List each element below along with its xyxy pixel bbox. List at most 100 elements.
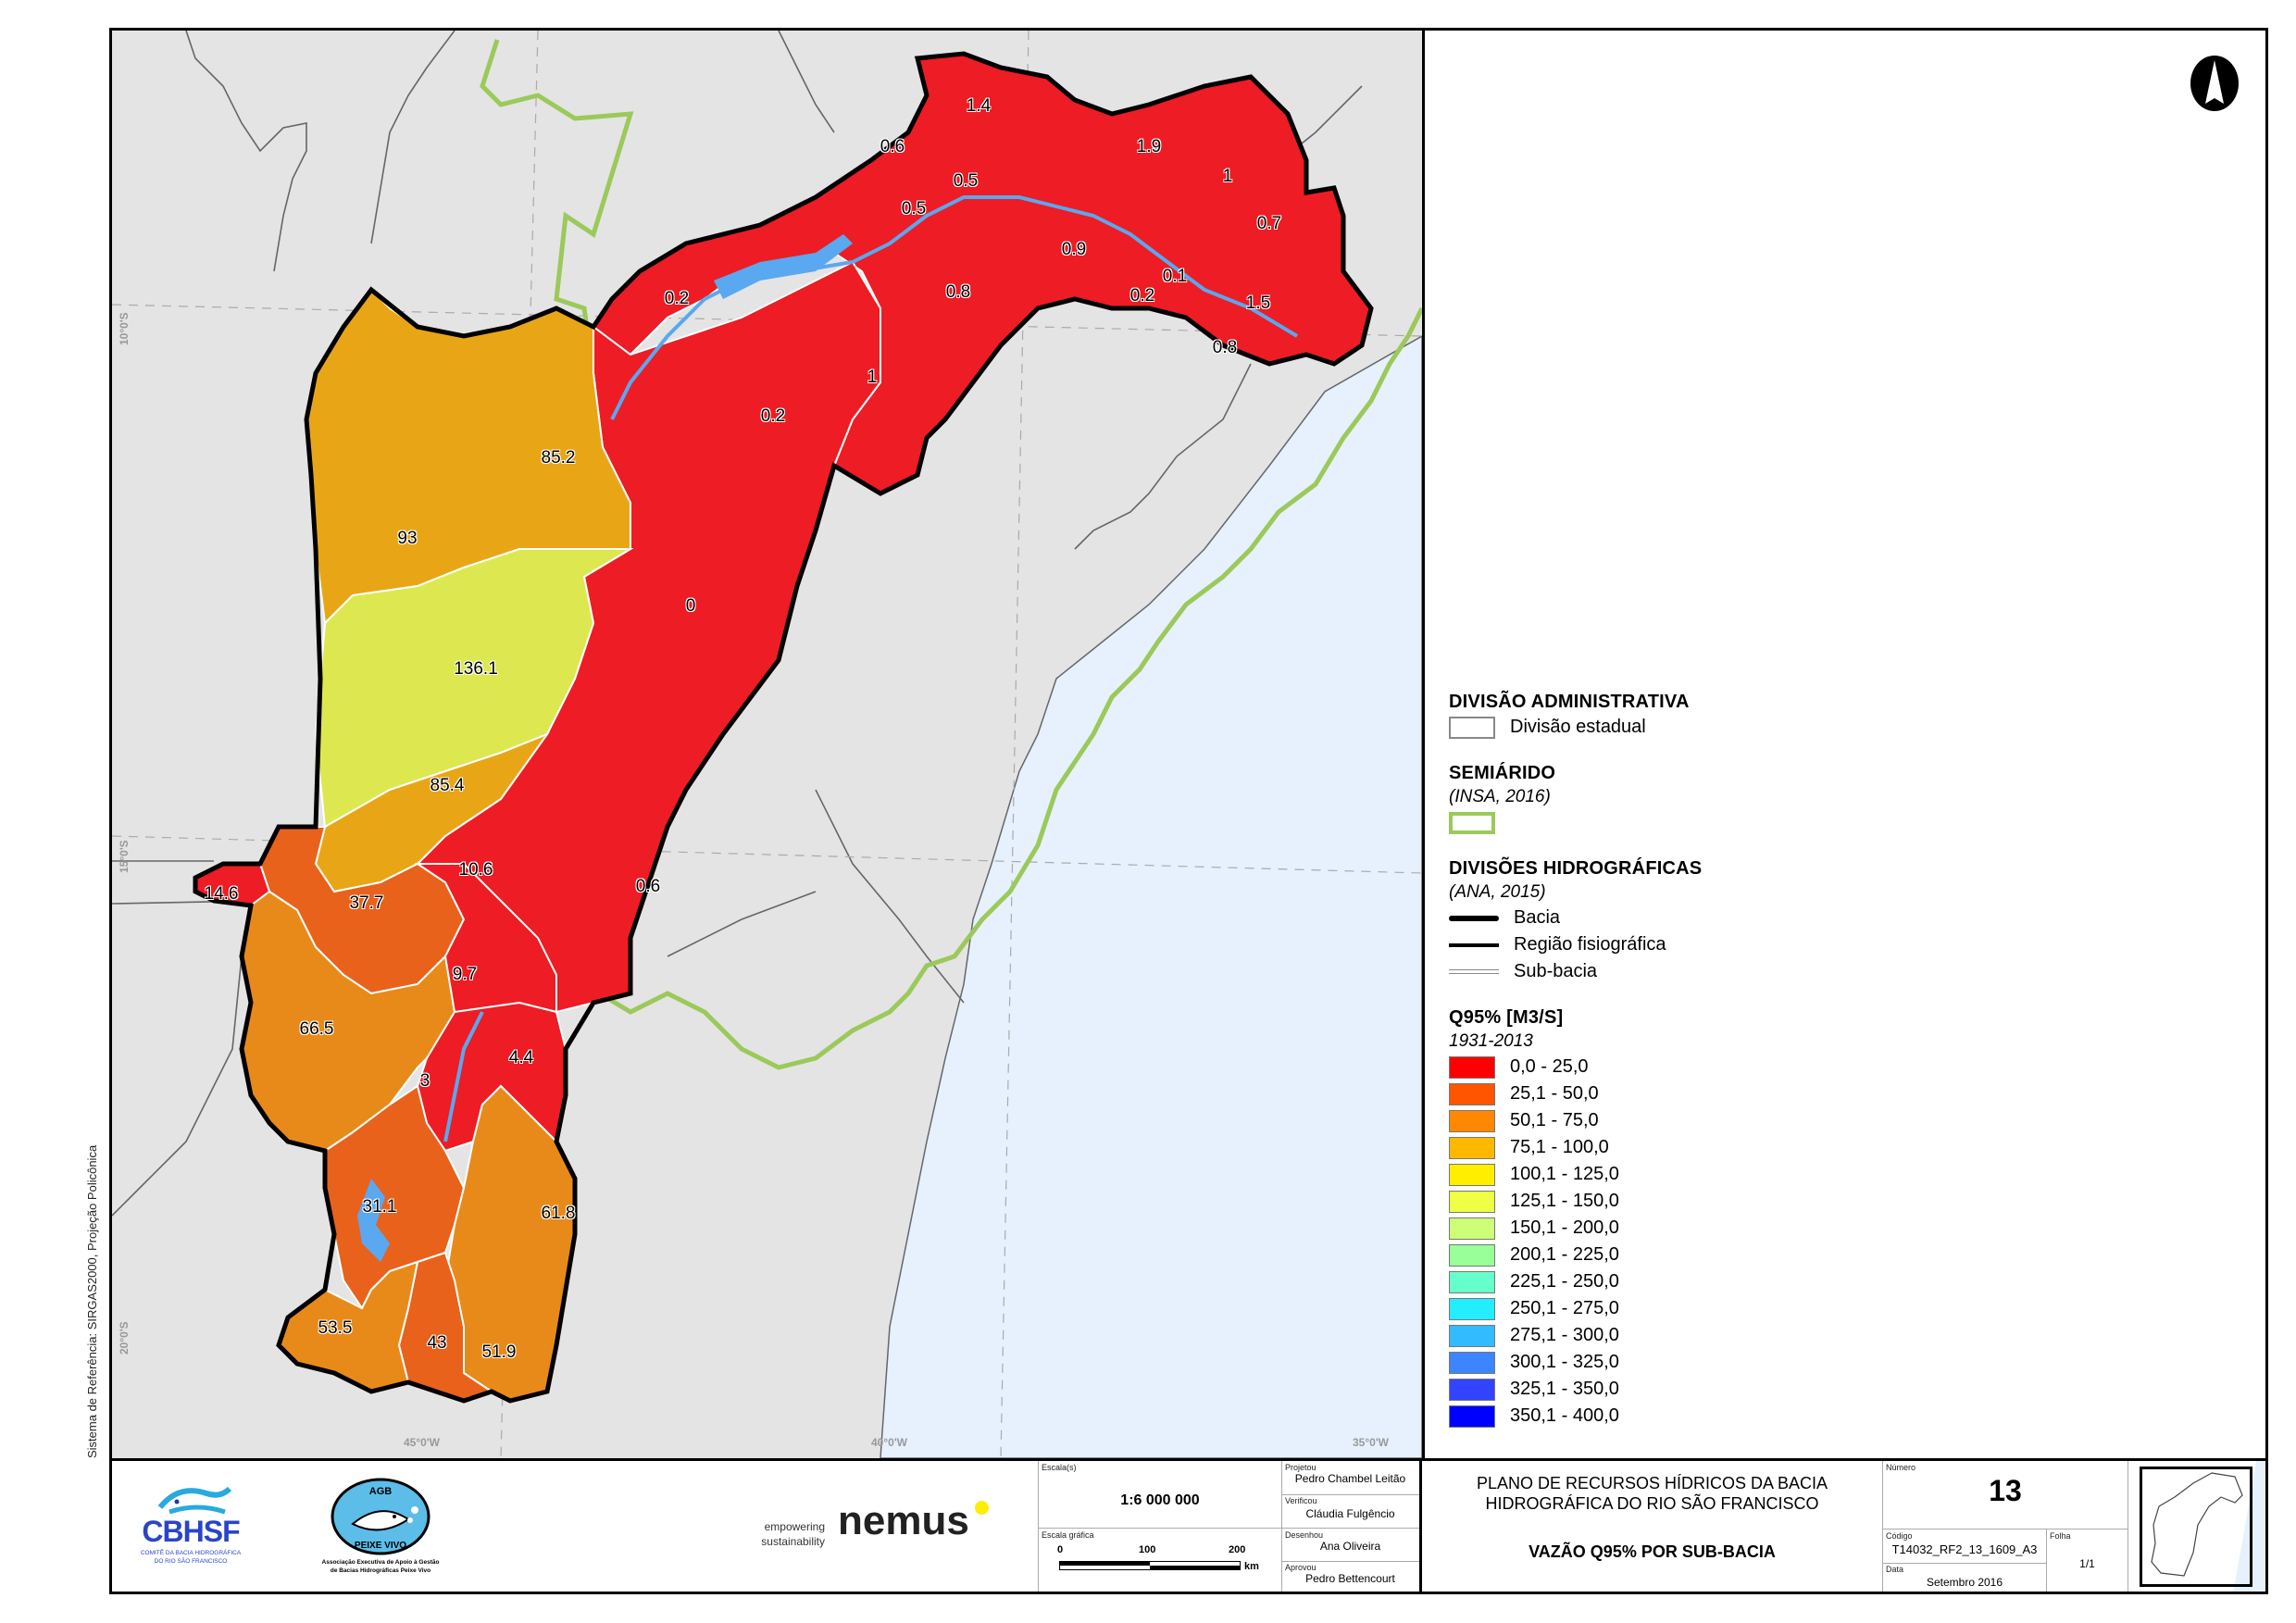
peixe-vivo-text: PEIXE VIVO: [355, 1541, 406, 1551]
legend-hydro-source: (ANA, 2015): [1449, 882, 1546, 902]
codigo-caption: Código: [1886, 1531, 1913, 1541]
subbasin-label: 61.8: [541, 1204, 576, 1223]
north-arrow-icon: [2190, 56, 2239, 111]
legend-hydro-title: DIVISÕES HIDROGRÁFICAS: [1449, 858, 1703, 879]
subbasin-label: 85.2: [541, 448, 576, 468]
subbasin-label: 43: [427, 1333, 447, 1353]
q95-class-swatch: [1449, 1297, 1495, 1320]
q95-class-row: 325,1 - 350,0: [1449, 1376, 2004, 1403]
title-block: CBHSF COMITÊ DA BACIA HIDROGRÁFICA DO RI…: [112, 1458, 2265, 1592]
ocean: [880, 335, 1422, 1458]
graphic-scale-caption: Escala gráfica: [1042, 1530, 1094, 1540]
subbasin-label: 0.8: [945, 282, 971, 302]
aprovou-value: Pedro Bettencourt: [1305, 1572, 1395, 1585]
scale-tick-0: 0: [1057, 1544, 1064, 1555]
nemus-dot-icon: [975, 1501, 989, 1515]
project-title-line2: HIDROGRÁFICA DO RIO SÃO FRANCISCO: [1485, 1494, 1819, 1513]
cbhsf-line1: COMITÊ DA BACIA HIDROGRÁFICA: [140, 1550, 242, 1556]
document-info-cell: Número 13 Código T14032_RF2_13_1609_A3 D…: [1882, 1461, 2128, 1592]
project-title-line1: PLANO DE RECURSOS HÍDRICOS DA BACIA: [1476, 1474, 1828, 1492]
nemus-logo: empowering sustainability nemus: [742, 1487, 1130, 1561]
credits-cell: Projetou Pedro Chambel Leitão Verificou …: [1281, 1461, 1419, 1592]
subbasin-label: 0.9: [1061, 240, 1087, 259]
projetou-value: Pedro Chambel Leitão: [1294, 1472, 1406, 1485]
sobradinho-lake: [714, 234, 853, 299]
projetou-caption: Projetou: [1285, 1463, 1316, 1472]
q95-class-label: 300,1 - 325,0: [1510, 1352, 1619, 1372]
basin-outline-icon: [2151, 1472, 2243, 1577]
subbasin-label: 31.1: [362, 1197, 397, 1217]
map-title-cell: PLANO DE RECURSOS HÍDRICOS DA BACIA HIDR…: [1419, 1461, 1882, 1592]
q95-class-row: 75,1 - 100,0: [1449, 1134, 2004, 1161]
legend-item-state-division: Divisão estadual: [1449, 714, 2004, 741]
q95-class-row: 125,1 - 150,0: [1449, 1188, 2004, 1215]
map-number: 13: [1989, 1474, 2022, 1507]
q95-class-swatch: [1449, 1190, 1495, 1213]
q95-class-swatch: [1449, 1378, 1495, 1401]
subbasin-label: 0.7: [1256, 214, 1282, 233]
desenhou-value: Ana Oliveira: [1319, 1540, 1381, 1553]
subbasin-label: 0: [685, 596, 696, 616]
legend-semiarido-source: (INSA, 2016): [1449, 787, 1551, 806]
legend-label: Bacia: [1514, 907, 1561, 928]
q95-class-swatch: [1449, 1136, 1495, 1159]
codigo-value: T14032_RF2_13_1609_A3: [1891, 1542, 2038, 1556]
semiarido-outline: [415, 39, 1422, 1070]
state-division-swatch: [1449, 716, 1495, 739]
legend-semiarido-title: SEMIÁRIDO: [1449, 763, 1556, 783]
q95-class-row: 25,1 - 50,0: [1449, 1080, 2004, 1107]
map-subtitle: VAZÃO Q95% POR SUB-BACIA: [1529, 1542, 1776, 1561]
nemus-tagline-2: sustainability: [761, 1535, 825, 1548]
folha-caption: Folha: [2050, 1531, 2071, 1541]
legend-admin-title: DIVISÃO ADMINISTRATIVA: [1449, 692, 1690, 712]
subbasin-label: 93: [397, 529, 418, 548]
subbasin-label: 0.5: [901, 199, 927, 218]
q95-class-row: 300,1 - 325,0: [1449, 1349, 2004, 1376]
agb-peixe-vivo-logo: AGB PEIXE VIVO Associação Executiva de A…: [316, 1478, 445, 1584]
subbasin-label: 0.8: [1212, 338, 1238, 357]
agb-line1: Associação Executiva de Apoio à Gestão: [321, 1559, 440, 1566]
q95-class-row: 200,1 - 225,0: [1449, 1242, 2004, 1268]
subbasin-label: 1: [867, 368, 878, 387]
lon-label-40w: 40°0'W: [871, 1436, 907, 1449]
subbacia-line-swatch: [1449, 969, 1499, 974]
subbasin-label: 0.6: [880, 137, 905, 156]
q95-class-swatch: [1449, 1243, 1495, 1267]
subbasin-label: 14.6: [204, 884, 239, 904]
q95-class-swatch: [1449, 1270, 1495, 1293]
q95-class-label: 275,1 - 300,0: [1510, 1325, 1619, 1345]
q95-class-row: 100,1 - 125,0: [1449, 1161, 2004, 1188]
scale-value: 1:6 000 000: [1120, 1492, 1200, 1508]
subbasin-label: 1: [1222, 167, 1233, 186]
legend-item-subbacia: Sub-bacia: [1449, 958, 2004, 985]
legend-item-regiao: Região fisiográfica: [1449, 931, 2004, 958]
q95-class-label: 225,1 - 250,0: [1510, 1271, 1619, 1292]
verificou-value: Cláudia Fulgêncio: [1305, 1507, 1395, 1520]
data-value: Setembro 2016: [1926, 1576, 2003, 1589]
q95-class-label: 150,1 - 200,0: [1510, 1217, 1619, 1238]
regiao-line-swatch: [1449, 943, 1499, 947]
q95-class-row: 0,0 - 25,0: [1449, 1054, 2004, 1080]
scale-caption: Escala(s): [1042, 1463, 1077, 1472]
subbasin-label: 4.4: [508, 1048, 534, 1067]
subbasin-label: 51.9: [481, 1342, 517, 1362]
subbasin-label: 1.4: [966, 96, 992, 116]
legend-q95-title: Q95% [M3/S]: [1449, 1007, 1564, 1028]
bacia-boundary: [193, 51, 1374, 1404]
q95-class-row: 150,1 - 200,0: [1449, 1215, 2004, 1242]
subbasin-label: 0.5: [953, 171, 979, 191]
subbasin-label: 1.5: [1245, 293, 1271, 313]
reference-system-text: Sistema de Referência: SIRGAS2000, Proje…: [85, 1144, 99, 1458]
map-canvas[interactable]: 1.4 0.6 1.9 1 0.5 0.5 0.9 0.7 0.1 0.2 1.5 0.8 0.8 0.2…: [112, 31, 1422, 1458]
inset-map-cell: [2128, 1461, 2265, 1592]
cbhsf-line2: DO RIO SÃO FRANCISCO: [154, 1558, 228, 1565]
agb-line2: de Bacias Hidrográficas Peixe Vivo: [330, 1567, 431, 1574]
legend-panel: [1422, 31, 2265, 1458]
scale-unit: km: [1244, 1561, 1259, 1572]
q95-class-swatch: [1449, 1217, 1495, 1240]
map-legend: DIVISÃO ADMINISTRATIVA Divisão estadual …: [1449, 690, 2004, 1429]
legend-label: Sub-bacia: [1514, 961, 1598, 981]
q95-class-list: 0,0 - 25,0 25,1 - 50,0 50,1 - 75,0 75,1 - 1…: [1449, 1054, 2004, 1429]
nemus-tagline-1: empowering: [764, 1520, 825, 1533]
folha-value: 1/1: [2079, 1557, 2095, 1570]
